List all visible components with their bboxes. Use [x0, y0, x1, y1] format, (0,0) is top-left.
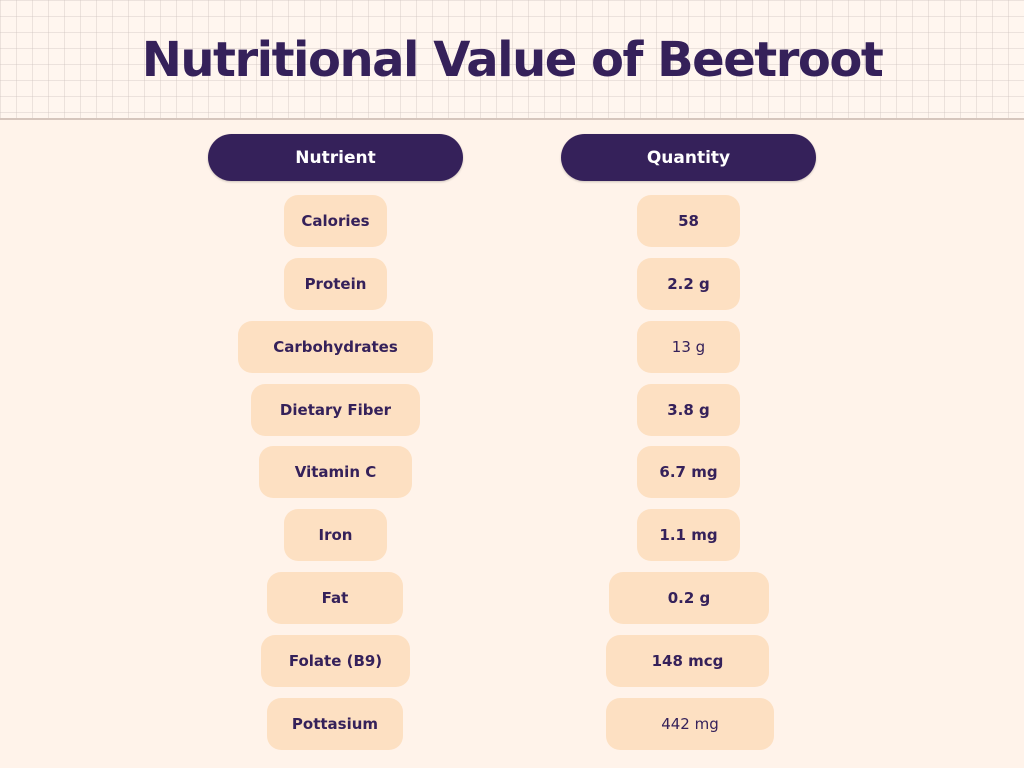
column-header-quantity: Quantity	[561, 134, 816, 181]
column-header-nutrient: Nutrient	[208, 134, 463, 181]
nutrient-cell-protein: Protein	[284, 258, 387, 310]
quantity-cell-calories: 58	[637, 195, 740, 247]
quantity-cell-folate: 148 mcg	[606, 635, 769, 687]
nutrient-cell-carbohydrates: Carbohydrates	[238, 321, 433, 373]
nutrient-cell-iron: Iron	[284, 509, 387, 561]
nutrient-cell-potassium: Pottasium	[267, 698, 403, 750]
nutrient-cell-dietary-fiber: Dietary Fiber	[251, 384, 420, 436]
nutrient-cell-fat: Fat	[267, 572, 403, 624]
quantity-cell-vitamin-c: 6.7 mg	[637, 446, 740, 498]
page-title: Nutritional Value of Beetroot	[141, 32, 884, 88]
quantity-cell-fat: 0.2 g	[609, 572, 769, 624]
quantity-cell-dietary-fiber: 3.8 g	[637, 384, 740, 436]
quantity-cell-carbohydrates: 13 g	[637, 321, 740, 373]
quantity-cell-protein: 2.2 g	[637, 258, 740, 310]
nutrient-cell-vitamin-c: Vitamin C	[259, 446, 412, 498]
title-banner: Nutritional Value of Beetroot	[0, 0, 1024, 120]
nutrient-cell-calories: Calories	[284, 195, 387, 247]
quantity-cell-potassium: 442 mg	[606, 698, 774, 750]
quantity-cell-iron: 1.1 mg	[637, 509, 740, 561]
nutrient-cell-folate: Folate (B9)	[261, 635, 410, 687]
